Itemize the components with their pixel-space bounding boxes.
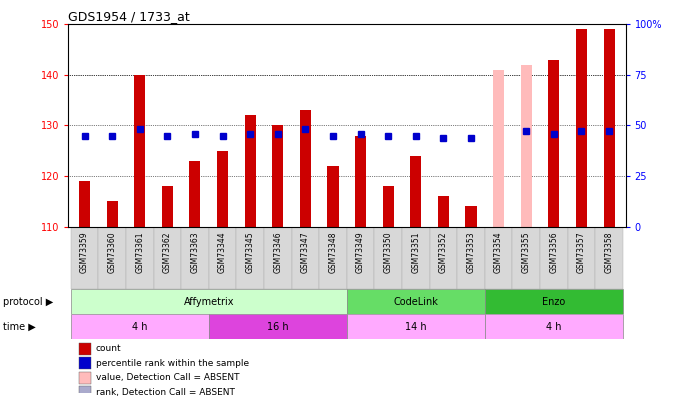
Bar bbox=[217, 151, 228, 226]
Text: GSM73356: GSM73356 bbox=[549, 232, 558, 273]
Text: Affymetrix: Affymetrix bbox=[184, 297, 234, 307]
Text: protocol ▶: protocol ▶ bbox=[3, 297, 54, 307]
Text: 4 h: 4 h bbox=[546, 322, 562, 332]
Bar bbox=[548, 60, 560, 226]
Bar bbox=[347, 314, 485, 339]
Bar bbox=[604, 29, 615, 226]
Text: GSM73345: GSM73345 bbox=[245, 232, 255, 273]
Bar bbox=[237, 226, 264, 290]
Bar bbox=[438, 196, 449, 226]
Text: 4 h: 4 h bbox=[132, 322, 148, 332]
Text: GSM73351: GSM73351 bbox=[411, 232, 420, 273]
Bar bbox=[347, 226, 375, 290]
Bar bbox=[521, 65, 532, 226]
Bar bbox=[595, 226, 623, 290]
Bar bbox=[272, 126, 284, 226]
Bar bbox=[410, 156, 422, 226]
Text: GDS1954 / 1733_at: GDS1954 / 1733_at bbox=[68, 10, 190, 23]
Bar bbox=[513, 226, 540, 290]
Text: CodeLink: CodeLink bbox=[393, 297, 438, 307]
Text: GSM73354: GSM73354 bbox=[494, 232, 503, 273]
Text: GSM73363: GSM73363 bbox=[190, 232, 199, 273]
Text: GSM73360: GSM73360 bbox=[107, 232, 117, 273]
Text: GSM73358: GSM73358 bbox=[605, 232, 613, 273]
Bar bbox=[209, 314, 347, 339]
Bar bbox=[71, 226, 99, 290]
Bar bbox=[71, 314, 209, 339]
Bar bbox=[79, 181, 90, 226]
Text: GSM73355: GSM73355 bbox=[522, 232, 530, 273]
Bar bbox=[134, 75, 146, 226]
Bar bbox=[71, 290, 347, 314]
Bar bbox=[209, 226, 237, 290]
Bar bbox=[154, 226, 181, 290]
Bar bbox=[457, 226, 485, 290]
Text: count: count bbox=[96, 344, 122, 353]
Text: time ▶: time ▶ bbox=[3, 322, 36, 332]
Bar bbox=[355, 136, 366, 226]
Bar bbox=[493, 70, 504, 226]
Bar bbox=[292, 226, 319, 290]
Text: rank, Detection Call = ABSENT: rank, Detection Call = ABSENT bbox=[96, 388, 235, 397]
Text: 16 h: 16 h bbox=[267, 322, 288, 332]
Text: GSM73349: GSM73349 bbox=[356, 232, 365, 273]
Bar bbox=[485, 314, 623, 339]
Bar bbox=[126, 226, 154, 290]
Bar bbox=[430, 226, 457, 290]
Bar bbox=[99, 226, 126, 290]
Bar bbox=[319, 226, 347, 290]
Bar bbox=[300, 110, 311, 226]
Bar bbox=[540, 226, 568, 290]
Bar bbox=[245, 115, 256, 226]
Text: GSM73350: GSM73350 bbox=[384, 232, 393, 273]
Bar bbox=[181, 226, 209, 290]
Bar bbox=[375, 226, 402, 290]
Bar bbox=[190, 161, 201, 226]
Bar bbox=[79, 372, 91, 384]
Bar bbox=[328, 166, 339, 226]
Bar bbox=[347, 290, 485, 314]
Bar bbox=[568, 226, 595, 290]
Bar bbox=[576, 29, 587, 226]
Bar bbox=[485, 290, 623, 314]
Bar bbox=[485, 226, 513, 290]
Bar bbox=[466, 206, 477, 226]
Bar bbox=[79, 386, 91, 398]
Text: GSM73357: GSM73357 bbox=[577, 232, 586, 273]
Text: GSM73359: GSM73359 bbox=[80, 232, 89, 273]
Bar bbox=[107, 201, 118, 226]
Text: GSM73353: GSM73353 bbox=[466, 232, 475, 273]
Bar bbox=[162, 186, 173, 226]
Text: GSM73347: GSM73347 bbox=[301, 232, 310, 273]
Text: GSM73344: GSM73344 bbox=[218, 232, 227, 273]
Text: GSM73346: GSM73346 bbox=[273, 232, 282, 273]
Text: GSM73348: GSM73348 bbox=[328, 232, 337, 273]
Text: Enzo: Enzo bbox=[542, 297, 566, 307]
Text: GSM73352: GSM73352 bbox=[439, 232, 448, 273]
Bar bbox=[264, 226, 292, 290]
Text: 14 h: 14 h bbox=[405, 322, 426, 332]
Bar bbox=[79, 343, 91, 354]
Text: percentile rank within the sample: percentile rank within the sample bbox=[96, 359, 249, 368]
Text: value, Detection Call = ABSENT: value, Detection Call = ABSENT bbox=[96, 373, 239, 382]
Text: GSM73362: GSM73362 bbox=[163, 232, 172, 273]
Bar bbox=[79, 357, 91, 369]
Text: GSM73361: GSM73361 bbox=[135, 232, 144, 273]
Bar bbox=[383, 186, 394, 226]
Bar bbox=[402, 226, 430, 290]
